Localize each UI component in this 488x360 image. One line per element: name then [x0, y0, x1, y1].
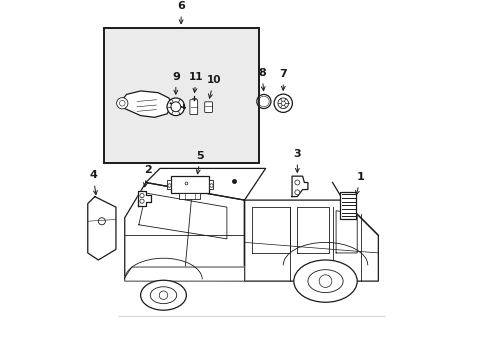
Text: 11: 11 [188, 72, 203, 93]
Circle shape [277, 98, 288, 108]
Circle shape [260, 98, 267, 105]
Text: 2: 2 [143, 165, 151, 187]
Polygon shape [145, 168, 265, 200]
Circle shape [319, 275, 331, 288]
Polygon shape [121, 91, 172, 117]
Text: 1: 1 [355, 172, 364, 195]
Circle shape [98, 218, 105, 225]
Polygon shape [124, 183, 244, 281]
Circle shape [140, 193, 144, 198]
Bar [208, 180, 212, 189]
Bar [103, 27, 258, 163]
Circle shape [167, 98, 184, 116]
Polygon shape [291, 176, 307, 197]
Bar [167, 180, 171, 189]
Bar [103, 27, 258, 163]
Circle shape [281, 101, 285, 105]
Polygon shape [244, 200, 378, 281]
Polygon shape [138, 190, 151, 206]
Text: 3: 3 [293, 149, 301, 172]
FancyBboxPatch shape [189, 100, 197, 114]
Text: 6: 6 [177, 1, 184, 24]
FancyBboxPatch shape [204, 102, 212, 112]
Text: 8: 8 [258, 68, 265, 91]
Text: 7: 7 [279, 69, 286, 90]
Ellipse shape [307, 270, 343, 293]
Polygon shape [335, 211, 356, 253]
Text: 10: 10 [206, 75, 221, 98]
Bar [340, 192, 356, 219]
Text: 4: 4 [89, 170, 97, 194]
Circle shape [140, 199, 144, 203]
Circle shape [258, 96, 268, 107]
Polygon shape [139, 193, 226, 239]
Polygon shape [87, 197, 116, 260]
Ellipse shape [150, 287, 176, 304]
Text: 9: 9 [171, 72, 180, 94]
Circle shape [274, 94, 292, 112]
Bar [170, 176, 209, 193]
Polygon shape [251, 207, 290, 253]
Circle shape [119, 100, 125, 106]
Circle shape [256, 94, 270, 108]
Circle shape [294, 180, 299, 185]
Circle shape [159, 291, 167, 300]
Polygon shape [297, 207, 328, 253]
Circle shape [170, 102, 181, 112]
Circle shape [117, 98, 128, 109]
Ellipse shape [141, 280, 186, 310]
Polygon shape [124, 267, 244, 281]
Circle shape [294, 190, 299, 195]
Text: 5: 5 [196, 151, 204, 174]
Ellipse shape [293, 260, 356, 302]
Bar [179, 193, 200, 199]
